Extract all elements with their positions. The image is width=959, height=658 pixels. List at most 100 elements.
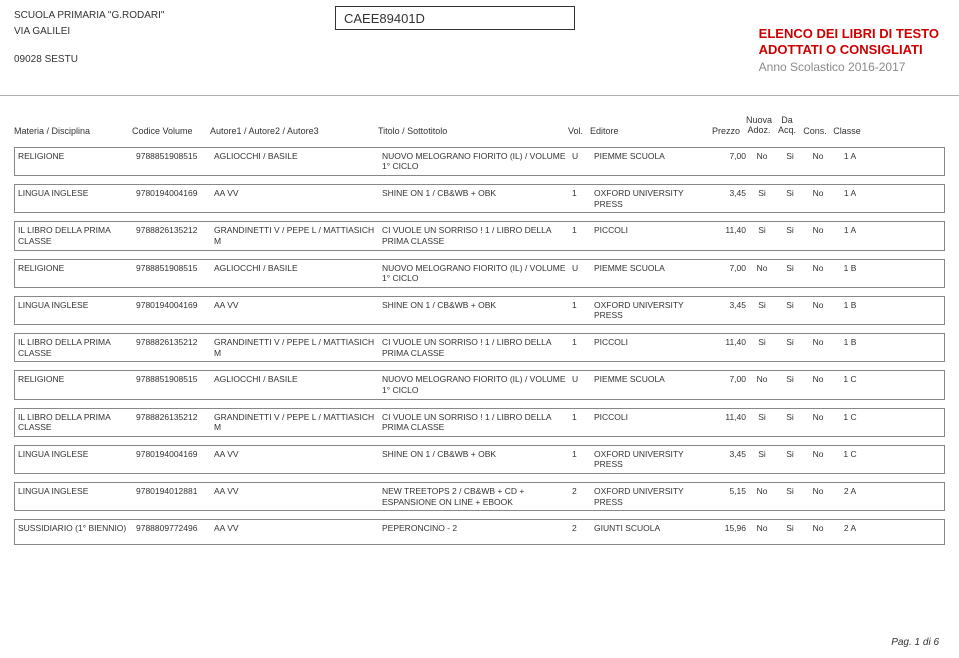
cell-nuova: Si: [747, 412, 777, 423]
cell-da: Si: [777, 412, 803, 423]
cell-prezzo: 3,45: [709, 188, 747, 199]
table-row: LINGUA INGLESE9780194004169AA VVSHINE ON…: [14, 445, 945, 474]
cell-vol: U: [571, 151, 593, 162]
rows-container: RELIGIONE9788851908515AGLIOCCHI / BASILE…: [14, 147, 945, 546]
cell-da: Si: [777, 374, 803, 385]
cell-autore: GRANDINETTI V / PEPE L / MATTIASICH M: [213, 225, 381, 246]
cell-editore: OXFORD UNIVERSITY PRESS: [593, 449, 709, 470]
cell-editore: PICCOLI: [593, 225, 709, 236]
col-nuova: Nuova Adoz.: [744, 116, 774, 136]
cell-da: Si: [777, 225, 803, 236]
col-nuova-1: Nuova: [746, 115, 772, 125]
col-prezzo: Prezzo: [706, 126, 744, 136]
cell-titolo: SHINE ON 1 / CB&WB + OBK: [381, 188, 571, 199]
cell-nuova: Si: [747, 337, 777, 348]
cell-titolo: CI VUOLE UN SORRISO ! 1 / LIBRO DELLA PR…: [381, 412, 571, 433]
cell-nuova: Si: [747, 225, 777, 236]
school-city: 09028 SESTU: [14, 52, 164, 68]
col-editore: Editore: [590, 126, 706, 136]
cell-codice: 9788826135212: [135, 337, 213, 348]
cell-editore: PIEMME SCUOLA: [593, 374, 709, 385]
cell-cons: No: [803, 225, 833, 236]
cell-cons: No: [803, 486, 833, 497]
cell-prezzo: 7,00: [709, 374, 747, 385]
cell-vol: 1: [571, 337, 593, 348]
cell-vol: 2: [571, 523, 593, 534]
cell-da: Si: [777, 449, 803, 460]
school-block: SCUOLA PRIMARIA "G.RODARI" VIA GALILEI 0…: [14, 8, 164, 68]
col-vol: Vol.: [568, 126, 590, 136]
cell-nuova: No: [747, 151, 777, 162]
cell-prezzo: 7,00: [709, 151, 747, 162]
cell-titolo: NUOVO MELOGRANO FIORITO (IL) / VOLUME 1°…: [381, 374, 571, 395]
cell-vol: 1: [571, 225, 593, 236]
cell-materia: SUSSIDIARIO (1° BIENNIO): [17, 523, 135, 534]
cell-autore: AA VV: [213, 486, 381, 497]
school-code-box: CAEE89401D: [335, 6, 575, 30]
col-autore: Autore1 / Autore2 / Autore3: [210, 126, 378, 136]
cell-classe: 1 B: [833, 300, 867, 311]
cell-cons: No: [803, 523, 833, 534]
table-row: RELIGIONE9788851908515AGLIOCCHI / BASILE…: [14, 259, 945, 288]
cell-classe: 1 C: [833, 449, 867, 460]
cell-classe: 1 B: [833, 337, 867, 348]
col-codice: Codice Volume: [132, 126, 210, 136]
cell-cons: No: [803, 374, 833, 385]
cell-cons: No: [803, 188, 833, 199]
cell-titolo: NUOVO MELOGRANO FIORITO (IL) / VOLUME 1°…: [381, 263, 571, 284]
col-cons: Cons.: [800, 126, 830, 136]
col-da-1: Da: [781, 115, 793, 125]
table-row: SUSSIDIARIO (1° BIENNIO)9788809772496AA …: [14, 519, 945, 545]
cell-classe: 1 C: [833, 412, 867, 423]
cell-editore: OXFORD UNIVERSITY PRESS: [593, 188, 709, 209]
cell-cons: No: [803, 337, 833, 348]
cell-codice: 9788851908515: [135, 151, 213, 162]
cell-materia: LINGUA INGLESE: [17, 486, 135, 497]
cell-prezzo: 11,40: [709, 337, 747, 348]
cell-classe: 1 C: [833, 374, 867, 385]
cell-vol: 1: [571, 412, 593, 423]
title-block: ELENCO DEI LIBRI DI TESTO ADOTTATI O CON…: [759, 26, 939, 75]
cell-da: Si: [777, 188, 803, 199]
page-header: SCUOLA PRIMARIA "G.RODARI" VIA GALILEI 0…: [0, 0, 959, 96]
cell-vol: U: [571, 263, 593, 274]
col-nuova-2: Adoz.: [747, 125, 770, 135]
cell-codice: 9788851908515: [135, 374, 213, 385]
cell-classe: 1 B: [833, 263, 867, 274]
title-line-2: ADOTTATI O CONSIGLIATI: [759, 42, 939, 58]
table-row: RELIGIONE9788851908515AGLIOCCHI / BASILE…: [14, 370, 945, 399]
cell-codice: 9780194012881: [135, 486, 213, 497]
cell-materia: RELIGIONE: [17, 263, 135, 274]
cell-nuova: No: [747, 486, 777, 497]
cell-nuova: No: [747, 523, 777, 534]
cell-titolo: SHINE ON 1 / CB&WB + OBK: [381, 449, 571, 460]
cell-autore: GRANDINETTI V / PEPE L / MATTIASICH M: [213, 412, 381, 433]
cell-autore: GRANDINETTI V / PEPE L / MATTIASICH M: [213, 337, 381, 358]
cell-materia: IL LIBRO DELLA PRIMA CLASSE: [17, 337, 135, 358]
cell-vol: 2: [571, 486, 593, 497]
cell-cons: No: [803, 263, 833, 274]
cell-editore: OXFORD UNIVERSITY PRESS: [593, 486, 709, 507]
cell-prezzo: 11,40: [709, 412, 747, 423]
cell-da: Si: [777, 300, 803, 311]
cell-materia: IL LIBRO DELLA PRIMA CLASSE: [17, 412, 135, 433]
cell-autore: AA VV: [213, 449, 381, 460]
cell-codice: 9788826135212: [135, 412, 213, 423]
cell-codice: 9788826135212: [135, 225, 213, 236]
cell-prezzo: 7,00: [709, 263, 747, 274]
table-row: IL LIBRO DELLA PRIMA CLASSE9788826135212…: [14, 333, 945, 362]
cell-titolo: NUOVO MELOGRANO FIORITO (IL) / VOLUME 1°…: [381, 151, 571, 172]
cell-materia: RELIGIONE: [17, 151, 135, 162]
table-row: IL LIBRO DELLA PRIMA CLASSE9788826135212…: [14, 408, 945, 437]
cell-cons: No: [803, 449, 833, 460]
cell-da: Si: [777, 337, 803, 348]
cell-titolo: NEW TREETOPS 2 / CB&WB + CD + ESPANSIONE…: [381, 486, 571, 507]
table-row: IL LIBRO DELLA PRIMA CLASSE9788826135212…: [14, 221, 945, 250]
cell-cons: No: [803, 151, 833, 162]
cell-codice: 9788851908515: [135, 263, 213, 274]
cell-vol: 1: [571, 188, 593, 199]
cell-materia: LINGUA INGLESE: [17, 449, 135, 460]
page-footer: Pag. 1 di 6: [891, 637, 939, 648]
cell-classe: 2 A: [833, 523, 867, 534]
cell-editore: PICCOLI: [593, 337, 709, 348]
